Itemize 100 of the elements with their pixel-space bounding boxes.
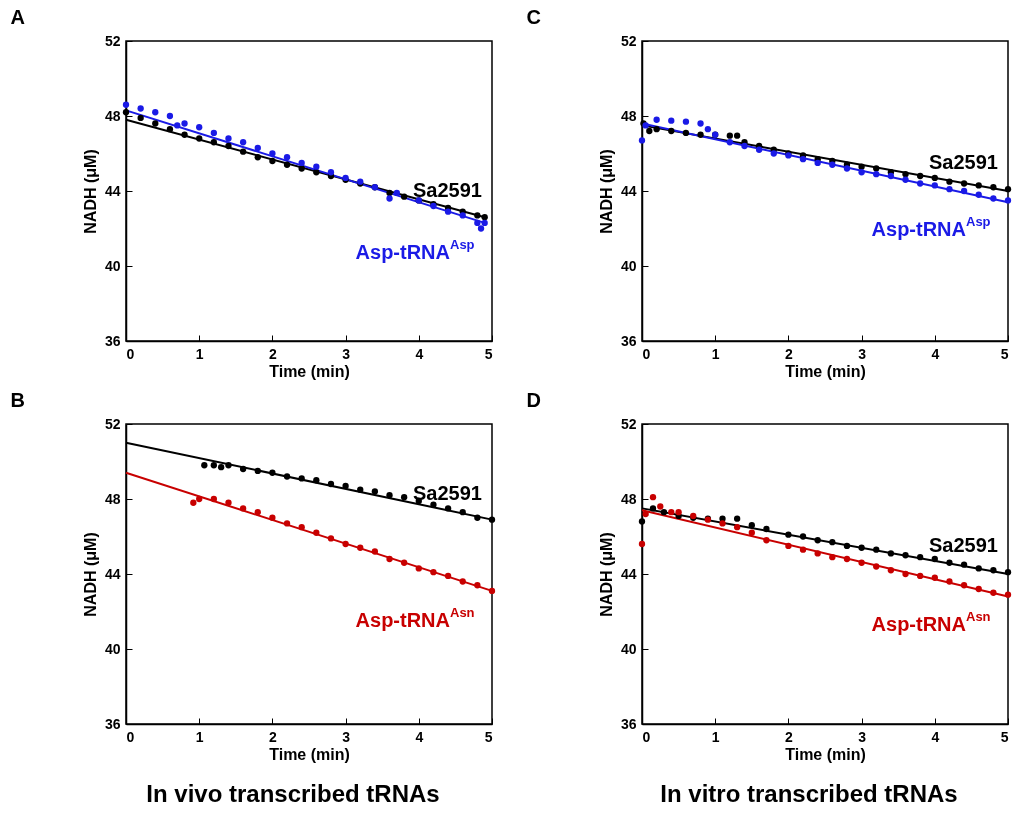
point: [814, 550, 821, 557]
point: [371, 548, 379, 555]
point: [313, 163, 320, 170]
point: [393, 189, 400, 197]
point: [313, 529, 320, 536]
point: [196, 135, 203, 142]
point: [917, 572, 924, 580]
y-tick-label: 36: [104, 715, 121, 732]
y-tick-label: 36: [104, 332, 121, 349]
y-tick-label: 44: [104, 182, 121, 199]
point: [748, 529, 755, 536]
chart-title: B: [10, 389, 25, 411]
point: [646, 127, 653, 135]
x-tick-label: 4: [931, 345, 940, 362]
point: [488, 516, 496, 523]
y-tick-label: 40: [620, 640, 637, 657]
y-tick-label: 36: [620, 332, 637, 349]
point: [152, 120, 159, 127]
point: [704, 125, 712, 133]
point: [946, 559, 953, 566]
point: [734, 515, 741, 522]
series-label: Sa2591: [929, 534, 998, 557]
point: [975, 191, 982, 198]
point: [763, 537, 770, 544]
x-tick-label: 5: [484, 728, 493, 745]
point: [283, 161, 291, 168]
point: [649, 493, 657, 501]
point: [459, 578, 466, 585]
point: [990, 589, 997, 596]
point: [415, 565, 422, 572]
point: [254, 508, 261, 516]
point: [477, 225, 485, 232]
point: [386, 555, 393, 563]
y-axis-title: NADH (μM): [81, 532, 99, 617]
point: [386, 195, 393, 202]
point: [858, 559, 865, 566]
x-tick-label: 2: [269, 728, 277, 745]
x-axis-title: Time (min): [269, 362, 350, 380]
point: [741, 142, 748, 150]
point: [829, 161, 836, 168]
point: [799, 155, 807, 163]
point: [239, 148, 247, 155]
y-axis-title: NADH (μM): [597, 149, 615, 234]
point: [843, 555, 851, 563]
x-tick-label: 0: [642, 345, 651, 362]
point: [474, 514, 481, 521]
x-axis-title: Time (min): [269, 745, 350, 763]
point: [181, 120, 188, 127]
point: [960, 180, 968, 187]
x-tick-label: 3: [342, 345, 351, 362]
point: [342, 482, 349, 490]
point: [1004, 197, 1012, 204]
point: [858, 163, 865, 170]
point: [990, 184, 997, 191]
point: [975, 565, 982, 572]
point: [668, 117, 675, 124]
point: [401, 193, 408, 200]
point: [734, 132, 741, 139]
point: [642, 510, 649, 518]
series-label: Sa2591: [413, 179, 482, 202]
point: [357, 486, 364, 493]
point: [858, 169, 865, 176]
point: [225, 462, 232, 469]
y-tick-label: 40: [104, 257, 121, 274]
x-tick-label: 0: [642, 728, 651, 745]
point: [210, 139, 217, 146]
point: [122, 101, 130, 108]
point: [313, 169, 320, 176]
point: [931, 174, 938, 182]
x-tick-label: 5: [1000, 345, 1009, 362]
point: [960, 582, 968, 589]
point: [960, 187, 968, 195]
point: [931, 574, 938, 581]
point: [734, 523, 741, 531]
y-tick-label: 52: [620, 32, 637, 49]
point: [814, 159, 821, 167]
point: [887, 172, 895, 180]
point: [682, 129, 690, 137]
point: [481, 219, 488, 227]
point: [660, 508, 668, 516]
point: [1004, 568, 1012, 576]
point: [269, 150, 276, 157]
point: [873, 563, 880, 570]
x-tick-label: 2: [269, 345, 277, 362]
point: [1004, 185, 1012, 193]
point: [960, 561, 968, 568]
point: [990, 567, 997, 574]
point: [829, 538, 836, 546]
point: [917, 180, 924, 187]
point: [430, 568, 437, 576]
point: [668, 127, 675, 135]
x-tick-label: 5: [1000, 728, 1009, 745]
point: [682, 118, 690, 125]
y-axis-title: NADH (μM): [81, 149, 99, 234]
point: [748, 522, 755, 529]
point: [196, 124, 203, 131]
point: [225, 135, 232, 142]
point: [283, 154, 291, 161]
point: [755, 146, 763, 153]
point: [474, 219, 481, 227]
